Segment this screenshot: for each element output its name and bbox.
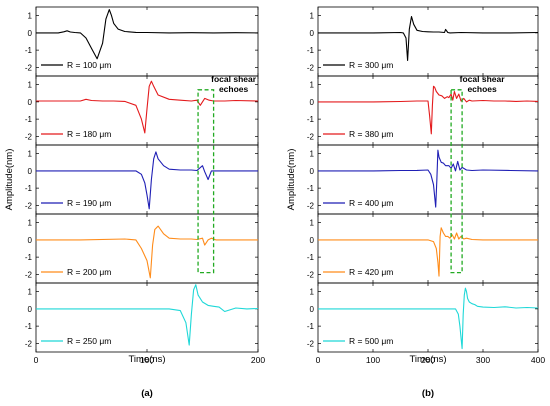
y-tick-label: 0 (28, 236, 33, 245)
y-tick-label: -2 (307, 270, 315, 279)
x-tick-label: 200 (251, 355, 265, 365)
legend-label: R = 420 μm (349, 267, 393, 277)
y-tick-label: 0 (310, 167, 315, 176)
y-tick-label: 0 (310, 305, 315, 314)
annotation-line-2: echoes (467, 84, 497, 94)
y-tick-label: -2 (25, 201, 33, 210)
x-axis-label: Time(ns) (409, 354, 446, 365)
x-tick-label: 100 (366, 355, 380, 365)
legend-label: R = 300 μm (349, 60, 393, 70)
y-tick-label: -2 (307, 339, 315, 348)
y-tick-label: 0 (28, 29, 33, 38)
y-tick-label: -1 (25, 46, 33, 55)
y-tick-label: 0 (310, 29, 315, 38)
y-tick-label: 1 (28, 150, 33, 159)
x-axis-label: Time(ns) (128, 354, 165, 365)
subplot-1-3: 1 0 -1 -2 R = 420 μm (307, 213, 539, 284)
legend-label: R = 100 μm (67, 60, 111, 70)
y-tick-label: -1 (307, 184, 315, 193)
y-tick-label: 1 (310, 81, 315, 90)
panel-label: (a) (141, 388, 153, 399)
legend-label: R = 190 μm (67, 198, 111, 208)
y-tick-label: -2 (25, 339, 33, 348)
x-tick-label: 300 (476, 355, 490, 365)
y-tick-label: -2 (307, 63, 315, 72)
x-tick-label: 0 (316, 355, 321, 365)
series-line (318, 149, 539, 208)
y-tick-label: 1 (310, 12, 315, 21)
y-tick-label: 1 (28, 288, 33, 297)
x-tick-label: 200 (421, 355, 435, 365)
y-tick-label: 1 (28, 81, 33, 90)
y-tick-label: 0 (28, 98, 33, 107)
series-line (36, 80, 259, 134)
y-tick-label: -1 (25, 322, 33, 331)
subplot-0-0: 1 0 -1 -2 R = 100 μm (25, 6, 259, 77)
series-line (36, 284, 259, 346)
y-tick-label: -2 (25, 132, 33, 141)
series-line (318, 287, 539, 350)
y-tick-label: -1 (307, 253, 315, 262)
legend-label: R = 500 μm (349, 336, 393, 346)
y-tick-label: -1 (25, 115, 33, 124)
series-line (36, 9, 259, 60)
y-tick-label: -1 (307, 115, 315, 124)
y-axis-label: Amplitude(nm) (4, 149, 15, 211)
y-tick-label: -1 (307, 322, 315, 331)
series-line (318, 227, 538, 277)
y-tick-label: 0 (28, 305, 33, 314)
series-line (36, 151, 258, 210)
y-tick-label: 1 (28, 219, 33, 228)
legend-label: R = 250 μm (67, 336, 111, 346)
y-tick-label: 0 (310, 98, 315, 107)
subplot-0-3: 1 0 -1 -2 R = 200 μm (25, 213, 259, 284)
x-tick-label: 100 (140, 355, 154, 365)
subplot-0-2: 1 0 -1 -2 R = 190 μm (25, 144, 259, 215)
y-tick-label: -2 (25, 270, 33, 279)
x-tick-label: 0 (34, 355, 39, 365)
y-tick-label: -2 (307, 132, 315, 141)
annotation-line-2: echoes (219, 84, 249, 94)
y-axis-label: Amplitude(nm) (286, 149, 297, 211)
series-line (318, 85, 539, 135)
y-tick-label: -2 (25, 63, 33, 72)
legend-label: R = 380 μm (349, 129, 393, 139)
subplot-1-2: 1 0 -1 -2 R = 400 μm (307, 144, 539, 215)
subplot-1-4: 1 0 -1 -2 R = 500 μm (307, 282, 539, 353)
y-tick-label: -1 (307, 46, 315, 55)
legend-label: R = 400 μm (349, 198, 393, 208)
panel-label: (b) (422, 388, 434, 399)
annotation-line-1: focal shear (460, 74, 506, 84)
focal-echo-box (450, 89, 463, 274)
subplot-0-4: 1 0 -1 -2 R = 250 μm (25, 282, 259, 353)
legend-label: R = 200 μm (67, 267, 111, 277)
y-tick-label: 1 (310, 219, 315, 228)
y-tick-label: 1 (28, 12, 33, 21)
subplot-1-1: 1 0 -1 -2 R = 380 μm (307, 75, 539, 146)
legend-label: R = 180 μm (67, 129, 111, 139)
series-line (318, 15, 539, 62)
y-tick-label: -1 (25, 253, 33, 262)
annotation-line-1: focal shear (211, 74, 257, 84)
panel-0: 1 0 -1 -2 R = 100 μm 1 0 -1 -2 R = 180 μm 1 0 -1 -2 R … (4, 6, 265, 399)
y-tick-label: -1 (25, 184, 33, 193)
series-line (36, 225, 258, 279)
focal-echo-box (197, 89, 215, 274)
y-tick-label: 1 (310, 150, 315, 159)
panel-1: 1 0 -1 -2 R = 300 μm 1 0 -1 -2 R = 380 μm 1 0 -1 -2 R … (286, 6, 545, 399)
y-tick-label: 0 (310, 236, 315, 245)
subplot-1-0: 1 0 -1 -2 R = 300 μm (307, 6, 539, 77)
y-tick-label: 1 (310, 288, 315, 297)
y-tick-label: -2 (307, 201, 315, 210)
y-tick-label: 0 (28, 167, 33, 176)
x-tick-label: 400 (531, 355, 545, 365)
